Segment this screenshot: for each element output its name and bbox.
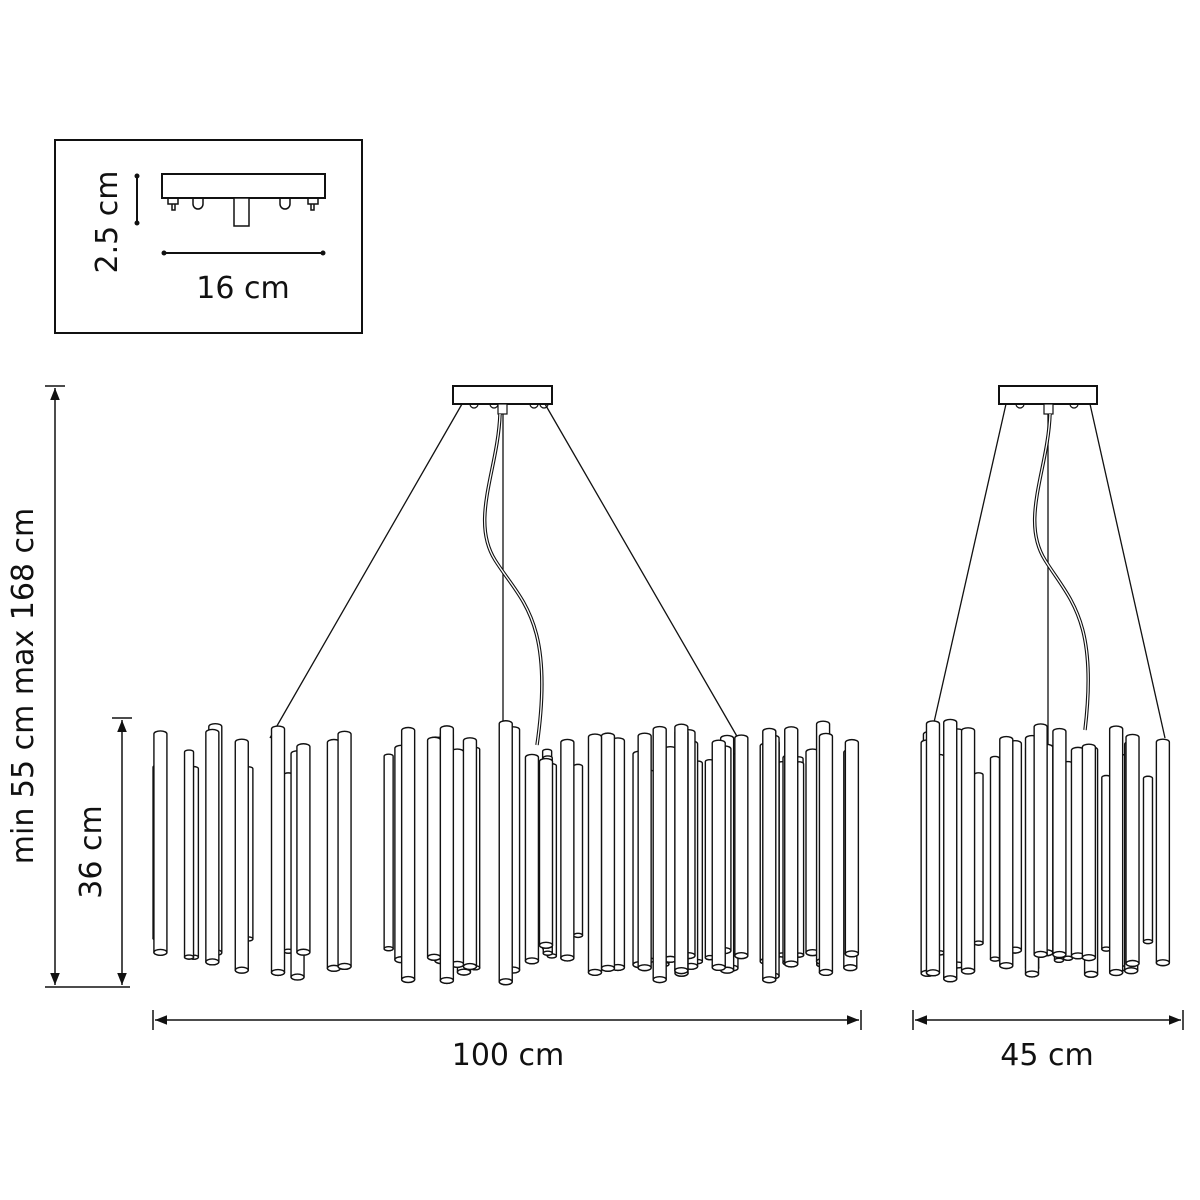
light-tube bbox=[426, 736, 442, 961]
side-tube-cluster bbox=[920, 718, 1171, 983]
light-tube bbox=[270, 725, 286, 977]
light-tube bbox=[1108, 725, 1124, 977]
front-tube-cluster bbox=[152, 720, 860, 986]
light-tube bbox=[337, 730, 352, 970]
light-tube bbox=[183, 749, 195, 960]
light-tube bbox=[652, 725, 667, 984]
suspension-wire bbox=[929, 403, 1007, 741]
light-tube bbox=[711, 739, 726, 972]
light-tube bbox=[524, 753, 540, 965]
light-tube bbox=[1070, 746, 1086, 960]
light-tube bbox=[296, 743, 311, 956]
light-tube bbox=[818, 732, 834, 977]
body-height-dimension: 36 cm bbox=[74, 717, 132, 985]
light-tube bbox=[572, 763, 584, 939]
light-tube bbox=[153, 730, 168, 956]
light-tube bbox=[383, 753, 394, 952]
light-tube bbox=[784, 726, 799, 968]
light-tube bbox=[498, 720, 513, 986]
canopy-plate bbox=[161, 173, 326, 199]
inset-height-label: 2.5 cm bbox=[90, 171, 125, 274]
light-tube bbox=[560, 738, 575, 962]
total-height-dimension: min 55 cm max 168 cm bbox=[6, 385, 130, 988]
body-height-label: 36 cm bbox=[74, 805, 109, 898]
power-cable bbox=[1032, 413, 1090, 731]
inset-width-label: 16 cm bbox=[196, 271, 289, 306]
light-tube bbox=[587, 733, 603, 976]
light-tube bbox=[234, 738, 249, 974]
light-tube bbox=[925, 720, 941, 977]
suspension-wire bbox=[544, 403, 743, 746]
total-height-label: min 55 cm max 168 cm bbox=[6, 508, 41, 864]
front-width-label: 100 cm bbox=[452, 1038, 565, 1073]
light-tube bbox=[960, 727, 976, 975]
light-tube bbox=[1033, 723, 1048, 958]
light-tube bbox=[462, 737, 478, 971]
light-tube bbox=[805, 748, 820, 957]
suspension-wire bbox=[269, 403, 463, 739]
light-tube bbox=[600, 732, 616, 972]
light-tube bbox=[637, 732, 652, 972]
side-canopy bbox=[998, 385, 1098, 405]
side-width-dimension: 45 cm bbox=[912, 1010, 1184, 1073]
light-tube bbox=[973, 772, 984, 946]
light-tube bbox=[1081, 743, 1097, 962]
light-tube bbox=[943, 718, 958, 983]
light-tube bbox=[1142, 775, 1154, 945]
light-tube bbox=[762, 727, 777, 984]
light-tube bbox=[1052, 727, 1067, 959]
side-view bbox=[920, 385, 1171, 983]
light-tube bbox=[538, 757, 554, 949]
front-width-dimension: 100 cm bbox=[152, 1010, 862, 1073]
light-tube bbox=[844, 738, 860, 958]
light-tube bbox=[674, 723, 689, 975]
light-tube bbox=[400, 726, 416, 984]
side-width-label: 45 cm bbox=[1000, 1038, 1093, 1073]
front-canopy bbox=[452, 385, 553, 405]
canopy-detail-inset: 2.5 cm 16 cm bbox=[54, 139, 363, 334]
light-tube bbox=[989, 755, 1001, 962]
light-tube bbox=[1155, 738, 1171, 967]
suspension-wire bbox=[1089, 403, 1166, 739]
light-tube bbox=[1125, 733, 1140, 968]
light-tube bbox=[734, 734, 749, 960]
light-tube bbox=[205, 728, 220, 966]
light-tube bbox=[439, 725, 455, 985]
light-tube bbox=[999, 735, 1014, 970]
front-view bbox=[152, 385, 860, 986]
